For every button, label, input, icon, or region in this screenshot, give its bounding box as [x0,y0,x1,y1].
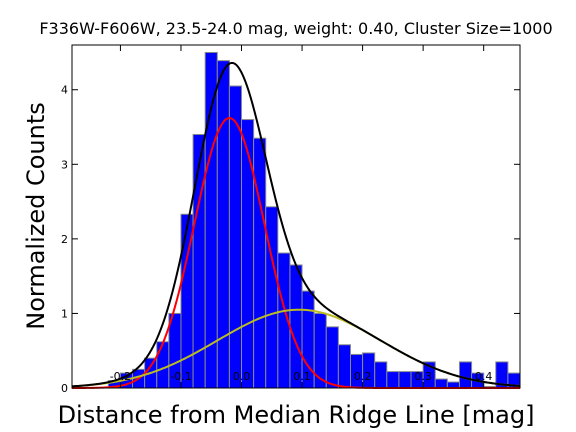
y-tick-label: 2 [61,233,68,246]
histogram-bar [374,361,388,389]
histogram-bar [458,361,473,389]
x-tick-label: -0.1 [170,370,191,383]
x-tick-label: 0.4 [475,370,493,383]
total-fit-line [71,61,521,388]
histogram-bar [386,371,400,389]
y-tick-label: 0 [61,382,68,395]
y-tick-label: 1 [61,307,68,320]
histogram-bars [107,51,521,389]
y-tick-label: 4 [61,84,68,97]
chart-title: F336W-F606W, 23.5-24.0 mag, weight: 0.40… [39,19,552,38]
x-tick-label: -0.2 [110,370,131,383]
histogram-bar [337,344,351,389]
plot-frame [71,44,521,389]
x-tick-label: 0.1 [293,370,311,383]
y-axis-label: Normalized Counts [22,102,50,330]
x-tick-label: 0.2 [354,370,372,383]
histogram-bar [434,378,448,389]
histogram-bar [325,326,339,389]
histogram-bar [253,137,267,389]
y-axis-ticks: 0 1 2 3 4 [61,84,520,395]
x-axis-label: Distance from Median Ridge Line [mag] [58,401,535,429]
x-axis-ticks: -0.2 -0.1 0.0 0.1 0.2 0.3 0.4 [110,45,493,388]
histogram-bar [241,119,255,389]
y-tick-label: 3 [61,158,68,171]
x-tick-label: 0.0 [233,370,251,383]
histogram-bar [204,51,218,389]
x-tick-label: 0.3 [414,370,432,383]
histogram-bar [313,312,327,389]
histogram-bar [156,341,170,389]
histogram-bar [398,371,412,389]
